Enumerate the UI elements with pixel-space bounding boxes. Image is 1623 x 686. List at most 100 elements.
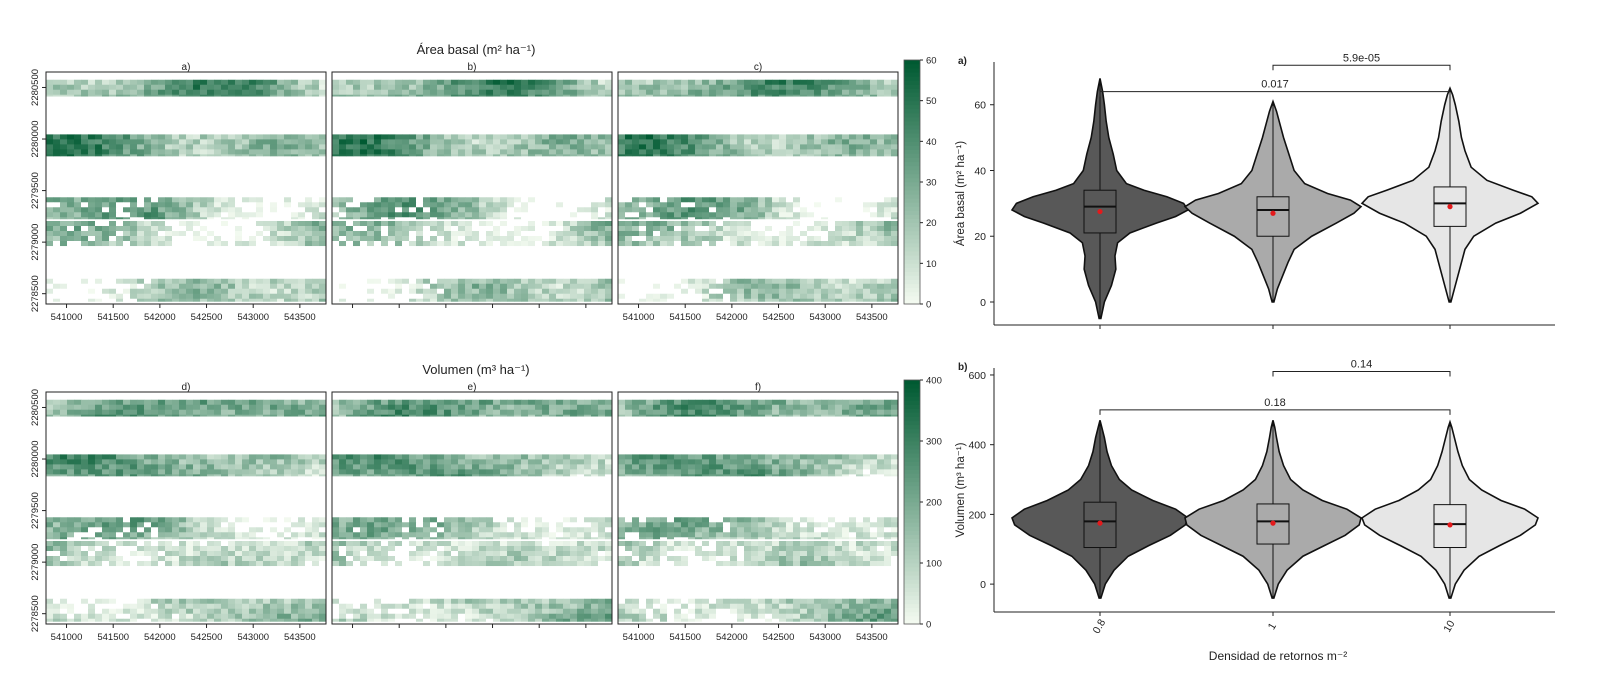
y-tick-label: 60 bbox=[974, 100, 986, 112]
colorbar-swatch bbox=[904, 571, 920, 576]
colorbar-swatch bbox=[904, 469, 920, 474]
box bbox=[1083, 189, 1117, 234]
colorbar-swatch bbox=[904, 80, 920, 85]
raster-strip bbox=[332, 399, 613, 417]
y-tick-label: 600 bbox=[968, 370, 986, 382]
x-tick-label: 542000 bbox=[716, 312, 748, 323]
colorbar-swatch bbox=[904, 104, 920, 110]
colorbar-swatch bbox=[904, 230, 920, 236]
colorbar-swatch bbox=[904, 295, 920, 301]
y-tick-label: 2279000 bbox=[30, 544, 41, 581]
colorbar-swatch bbox=[904, 186, 920, 191]
colorbar-swatch bbox=[904, 396, 920, 401]
raster-strip bbox=[332, 454, 613, 477]
colorbar-swatch bbox=[904, 129, 920, 134]
colorbar-tick-label: 20 bbox=[926, 218, 937, 229]
raster-strip bbox=[618, 197, 899, 220]
colorbar-tick-label: 50 bbox=[926, 96, 937, 107]
x-axis-label: Densidad de retornos m⁻² bbox=[1209, 649, 1347, 663]
raster-strip bbox=[618, 517, 899, 540]
raster-strip bbox=[618, 220, 899, 247]
colorbar-swatch bbox=[904, 133, 920, 138]
p-value-label: 0.18 bbox=[1264, 397, 1285, 409]
colorbar-swatch bbox=[904, 275, 920, 280]
colorbar-swatch bbox=[904, 210, 920, 215]
colorbar-swatch bbox=[904, 137, 920, 142]
colorbar-swatch bbox=[904, 247, 920, 252]
violin-10 bbox=[1360, 86, 1540, 303]
colorbar-tick-label: 30 bbox=[926, 178, 937, 189]
colorbar-swatch bbox=[904, 619, 920, 625]
y-tick-label: 2280500 bbox=[30, 69, 41, 106]
map-frame bbox=[331, 391, 613, 625]
x-tick-label: 541000 bbox=[51, 312, 83, 323]
colorbar-swatch bbox=[904, 283, 920, 289]
colorbar-swatch bbox=[904, 526, 920, 531]
violin-1 bbox=[1183, 99, 1363, 303]
colorbar-swatch bbox=[904, 190, 920, 195]
colorbar-swatch bbox=[904, 546, 920, 552]
x-tick-label: 542500 bbox=[763, 632, 795, 643]
y-tick-label: 0 bbox=[980, 579, 986, 591]
colorbar-swatch bbox=[904, 68, 920, 73]
colorbar-swatch bbox=[904, 567, 920, 572]
raster-strip bbox=[46, 220, 327, 247]
colorbar-swatch bbox=[904, 287, 920, 293]
map-frame bbox=[331, 71, 613, 305]
raster-strip bbox=[618, 454, 899, 477]
colorbar-swatch bbox=[904, 400, 920, 405]
colorbar-tick-label: 60 bbox=[926, 56, 937, 67]
raster-strip bbox=[46, 79, 327, 97]
colorbar-swatch bbox=[904, 72, 920, 77]
colorbar-swatch bbox=[904, 96, 920, 102]
x-tick-label: 542000 bbox=[716, 632, 748, 643]
raster-strip bbox=[332, 134, 613, 157]
colorbar-swatch bbox=[904, 100, 920, 106]
colorbar-swatch bbox=[904, 542, 920, 548]
raster-strip bbox=[332, 220, 613, 247]
colorbar-swatch bbox=[904, 611, 920, 617]
colorbar-swatch bbox=[904, 558, 920, 564]
x-tick-label: 543500 bbox=[284, 312, 316, 323]
x-tick-label: 10 bbox=[1441, 618, 1457, 634]
panel-label: c) bbox=[754, 62, 762, 73]
colorbar-swatch bbox=[904, 60, 920, 65]
colorbar-swatch bbox=[904, 388, 920, 393]
colorbar-swatch bbox=[904, 607, 920, 613]
raster-strip bbox=[46, 540, 327, 567]
colorbar-swatch bbox=[904, 579, 920, 584]
colorbar-swatch bbox=[904, 198, 920, 203]
volumen-map-group: Volumen (m³ ha⁻¹) d) 541000 541500 542000 542… bbox=[30, 362, 942, 643]
colorbar-swatch bbox=[904, 563, 920, 568]
colorbar-swatch bbox=[904, 477, 920, 483]
colorbar-swatch bbox=[904, 88, 920, 93]
x-tick-label: 541500 bbox=[97, 312, 129, 323]
colorbar-swatch bbox=[904, 522, 920, 527]
map-panel: a) 541000 541500 542000 542500 543000 543500 bbox=[45, 62, 327, 323]
colorbar-swatch bbox=[904, 408, 920, 413]
raster-strip bbox=[332, 197, 613, 220]
x-tick-label: 543000 bbox=[237, 312, 269, 323]
colorbar: 0 100 200 300 400 bbox=[903, 376, 942, 631]
colorbar-swatch bbox=[904, 404, 920, 409]
volumen-violin-chart: b) 0 200 400 600 Volumen (m³ ha⁻¹) 0.8 1 10 Densi… bbox=[955, 358, 1555, 663]
raster-strip bbox=[332, 79, 613, 97]
colorbar-swatch bbox=[904, 591, 920, 596]
colorbar-swatch bbox=[904, 214, 920, 219]
map-panel: d) 541000 541500 542000 542500 543000 543500 bbox=[45, 382, 327, 643]
colorbar-swatch bbox=[904, 141, 920, 146]
colorbar-swatch bbox=[904, 226, 920, 232]
bracket-line bbox=[1272, 64, 1451, 71]
comparison-bracket: 0.14 bbox=[1272, 358, 1451, 377]
y-tick-label: 2278500 bbox=[30, 275, 41, 312]
colorbar-swatch bbox=[904, 506, 920, 511]
colorbar-swatch bbox=[904, 473, 920, 478]
colorbar-swatch bbox=[904, 428, 920, 434]
box bbox=[1256, 196, 1290, 237]
x-tick-label: 541000 bbox=[623, 312, 655, 323]
raster-strip bbox=[46, 278, 327, 302]
colorbar-swatch bbox=[904, 182, 920, 187]
colorbar-swatch bbox=[904, 481, 920, 487]
colorbar-swatch bbox=[904, 64, 920, 69]
map-title: Volumen (m³ ha⁻¹) bbox=[422, 362, 529, 377]
